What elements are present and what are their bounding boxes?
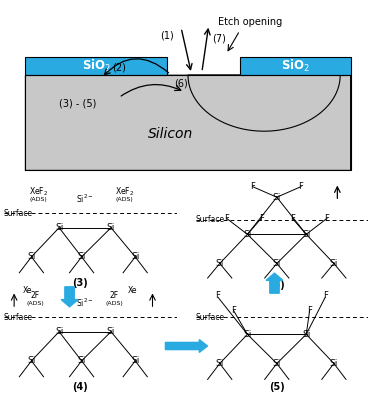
- Text: (ADS): (ADS): [116, 197, 134, 202]
- Text: Si: Si: [131, 252, 139, 261]
- Text: Etch opening: Etch opening: [218, 17, 282, 27]
- Polygon shape: [26, 75, 350, 170]
- Text: Si: Si: [107, 327, 115, 336]
- Text: Si$^{2-}$: Si$^{2-}$: [76, 296, 94, 309]
- Text: Surface: Surface: [4, 209, 33, 218]
- Text: Si: Si: [330, 259, 338, 268]
- Text: Si: Si: [55, 327, 63, 336]
- Text: SiO$_2$: SiO$_2$: [281, 58, 310, 74]
- Text: F: F: [290, 214, 295, 223]
- Text: F: F: [307, 306, 312, 315]
- Text: Si: Si: [243, 230, 252, 239]
- Text: (ADS): (ADS): [106, 301, 123, 306]
- Text: Si: Si: [77, 356, 86, 365]
- Text: F: F: [299, 182, 303, 191]
- Text: (2): (2): [112, 63, 126, 73]
- Text: Si: Si: [273, 259, 281, 268]
- Text: Si: Si: [330, 359, 338, 368]
- Bar: [240, 57, 350, 75]
- Text: Si: Si: [107, 223, 115, 232]
- Text: Surface: Surface: [4, 313, 33, 322]
- Text: (6): (6): [269, 280, 285, 290]
- Text: Si: Si: [302, 230, 311, 239]
- Text: Si: Si: [243, 330, 252, 339]
- Text: Xe: Xe: [127, 286, 137, 295]
- Text: 2F: 2F: [30, 292, 39, 300]
- Text: F: F: [323, 292, 327, 300]
- Text: Si: Si: [131, 356, 139, 365]
- Text: F: F: [259, 214, 264, 223]
- Text: (4): (4): [72, 382, 88, 392]
- Bar: [26, 57, 167, 75]
- Text: Si: Si: [55, 223, 63, 232]
- Text: (5): (5): [269, 382, 285, 392]
- Text: Si: Si: [273, 359, 281, 368]
- Text: (ADS): (ADS): [29, 197, 47, 202]
- Text: F: F: [215, 292, 220, 300]
- Text: Surface: Surface: [196, 313, 224, 322]
- Text: XeF$_2$: XeF$_2$: [115, 186, 135, 198]
- Text: F: F: [250, 182, 255, 191]
- Text: Surface: Surface: [196, 215, 224, 224]
- Text: Si: Si: [77, 252, 86, 261]
- Text: SiO$_2$: SiO$_2$: [82, 58, 111, 74]
- Text: Xe: Xe: [23, 286, 32, 295]
- Text: F: F: [231, 306, 236, 315]
- Text: Si: Si: [27, 356, 36, 365]
- Text: Si: Si: [215, 259, 224, 268]
- Text: (3) - (5): (3) - (5): [59, 98, 96, 108]
- Text: (ADS): (ADS): [26, 301, 44, 306]
- Text: Si: Si: [215, 359, 224, 368]
- Text: XeF$_2$: XeF$_2$: [29, 186, 48, 198]
- Text: (3): (3): [72, 278, 88, 288]
- Text: (6): (6): [174, 78, 188, 88]
- Text: (7): (7): [212, 34, 226, 44]
- Text: (1): (1): [160, 31, 174, 41]
- Text: Si: Si: [273, 193, 281, 202]
- Text: Si$^{2-}$: Si$^{2-}$: [76, 192, 94, 205]
- Text: F: F: [224, 214, 229, 223]
- Text: 2F: 2F: [110, 292, 119, 300]
- Text: Si: Si: [27, 252, 36, 261]
- Text: Si: Si: [302, 330, 311, 339]
- Text: F: F: [324, 214, 329, 223]
- Text: Silicon: Silicon: [148, 127, 193, 141]
